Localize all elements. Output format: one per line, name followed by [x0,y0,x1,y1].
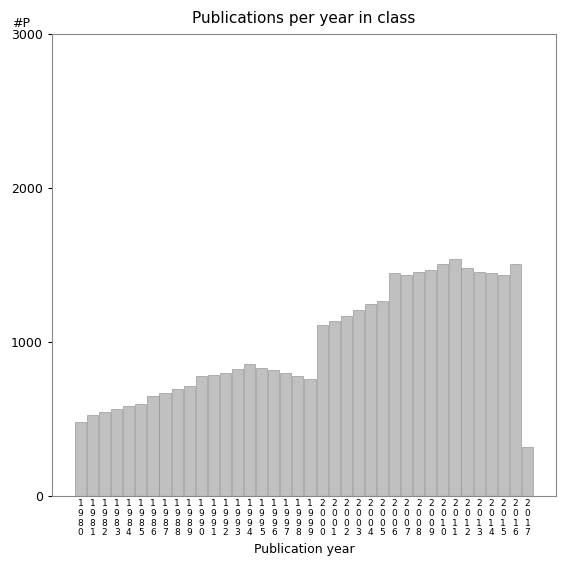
Bar [75,422,86,497]
Bar [498,274,509,497]
Bar [208,375,219,497]
Bar [184,386,194,497]
Bar [485,273,497,497]
Bar [522,447,533,497]
Bar [111,409,122,497]
Bar [147,396,159,497]
Bar [136,404,146,497]
X-axis label: Publication year: Publication year [253,543,354,556]
Bar [244,364,255,497]
Bar [510,264,521,497]
Bar [268,370,280,497]
Bar [329,321,340,497]
Bar [462,268,472,497]
Bar [437,264,448,497]
Bar [401,274,412,497]
Bar [172,388,183,497]
Title: Publications per year in class: Publications per year in class [192,11,416,26]
Bar [316,325,328,497]
Text: #P: #P [12,16,29,29]
Bar [256,368,267,497]
Bar [196,376,207,497]
Bar [293,376,303,497]
Bar [450,259,460,497]
Bar [304,379,316,497]
Bar [341,316,352,497]
Bar [377,301,388,497]
Bar [123,407,134,497]
Bar [280,373,291,497]
Bar [425,270,437,497]
Bar [220,373,231,497]
Bar [87,415,98,497]
Bar [232,369,243,497]
Bar [389,273,400,497]
Bar [365,304,376,497]
Bar [159,393,171,497]
Bar [353,310,364,497]
Bar [473,272,485,497]
Bar [99,412,110,497]
Bar [413,272,424,497]
